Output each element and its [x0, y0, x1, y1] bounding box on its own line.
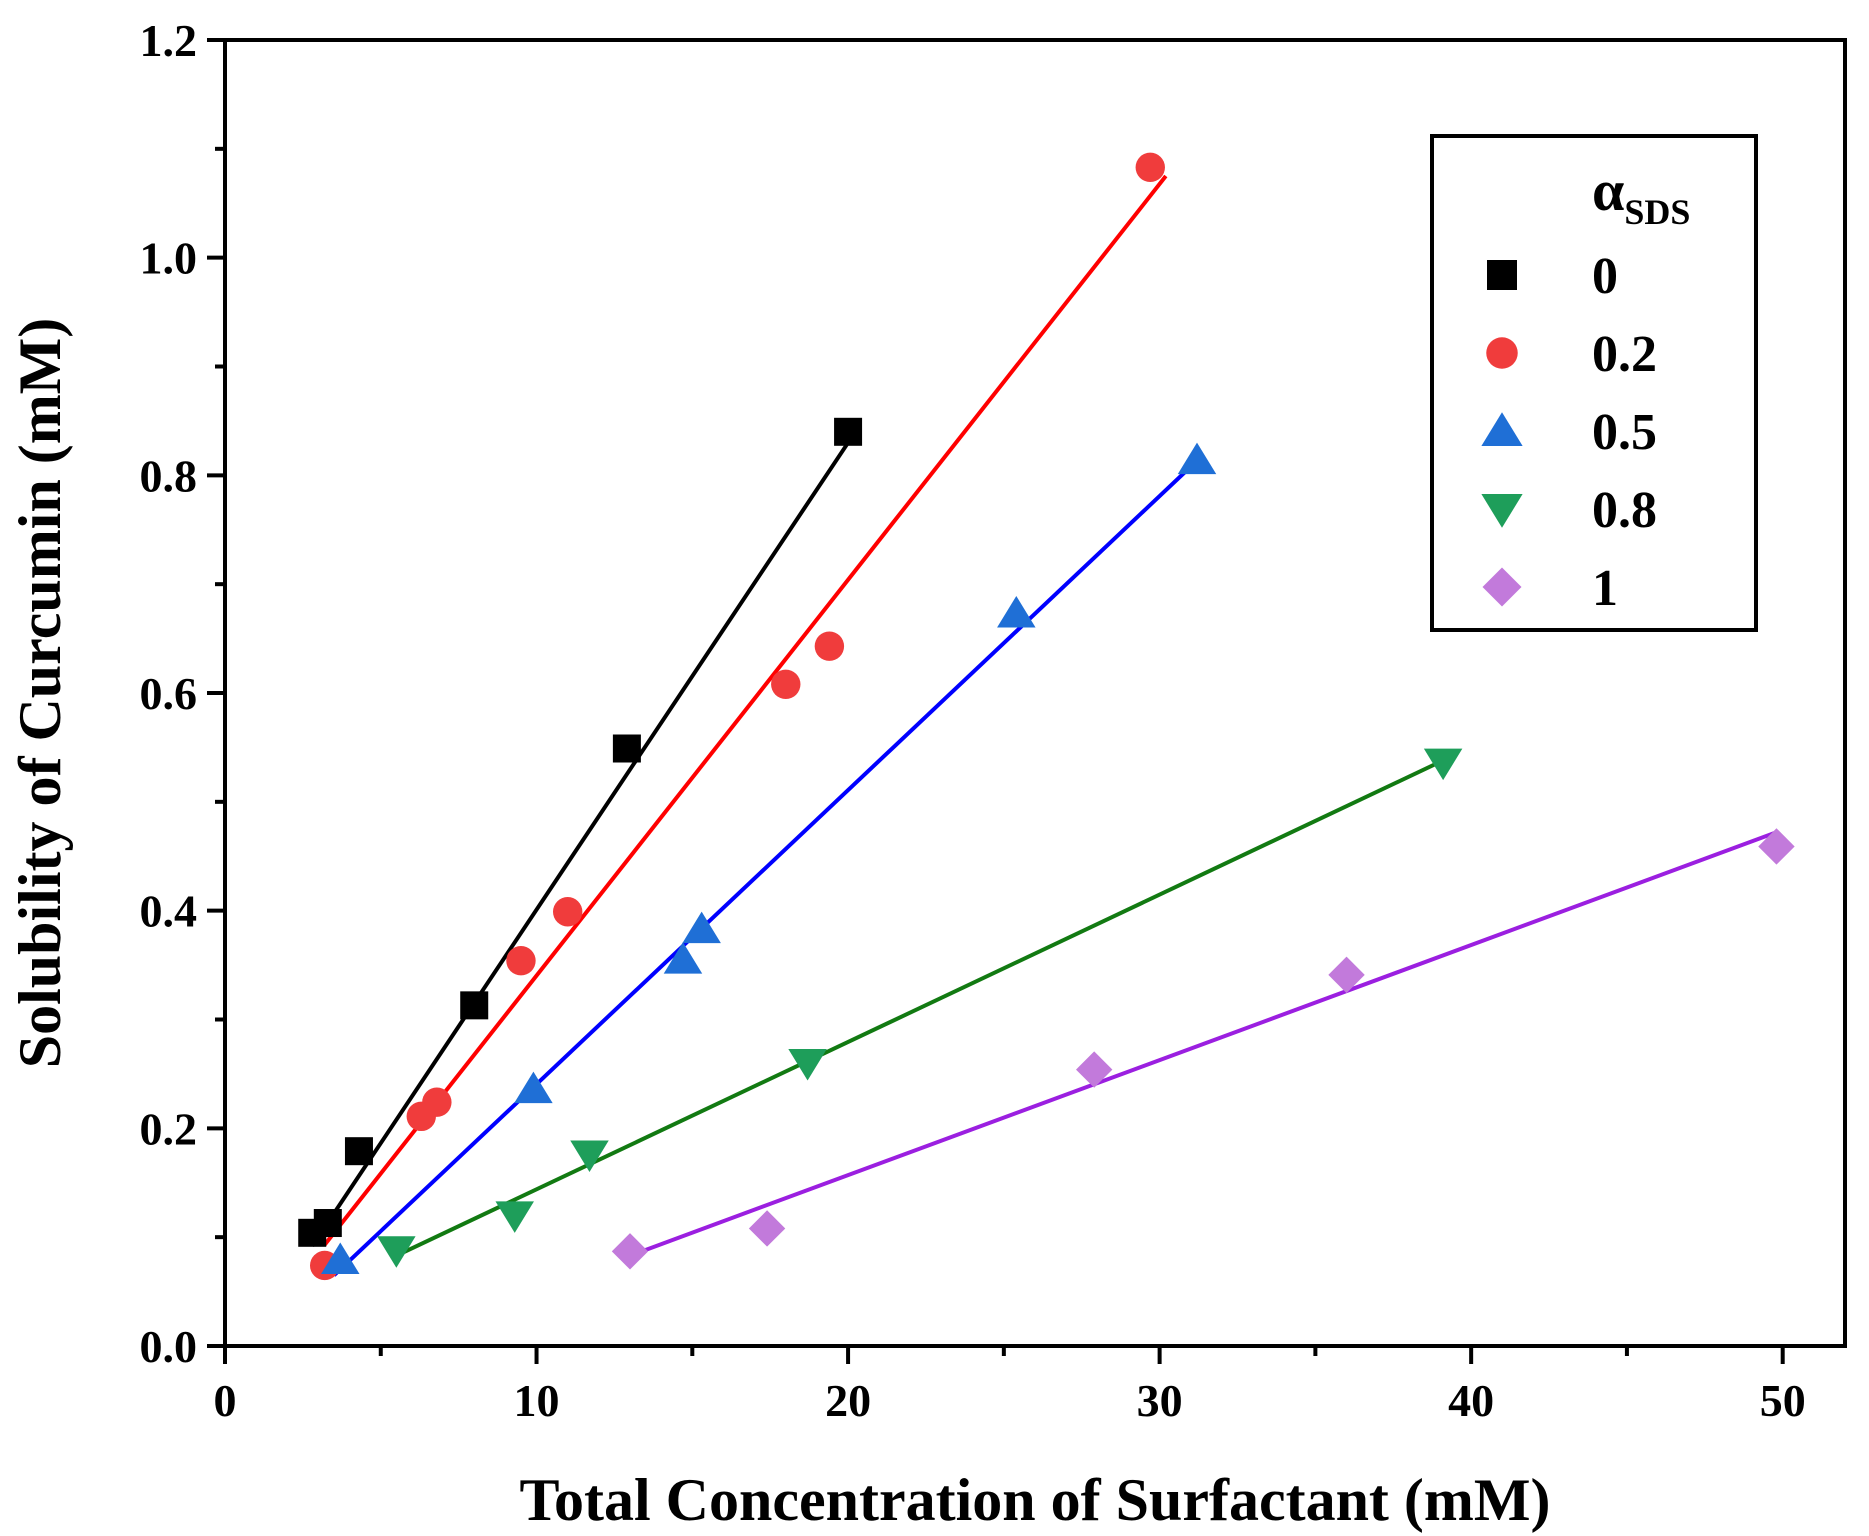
legend-title: αSDS — [1592, 158, 1690, 232]
data-point-1 — [1075, 1051, 1113, 1088]
y-tick-label: 0.6 — [140, 668, 198, 719]
legend-title-alpha: α — [1592, 158, 1624, 223]
y-tick-label: 1.0 — [140, 233, 198, 284]
data-point-0-8 — [377, 1236, 416, 1268]
x-tick-label: 40 — [1448, 1375, 1494, 1426]
legend-items: 0 0.2 0.5 0.8 1 — [1481, 248, 1657, 617]
legend-title-sub: SDS — [1624, 192, 1690, 232]
data-point-0 — [344, 1137, 373, 1166]
data-point-0-2 — [422, 1087, 452, 1117]
fit-line-1 — [629, 830, 1778, 1258]
legend-box — [1430, 134, 1758, 632]
legend: αSDS 0 0.2 0.5 0.8 1 — [1430, 134, 1758, 632]
y-tick-label: 0.8 — [140, 450, 198, 501]
legend-label-0: 0 — [1592, 248, 1618, 305]
fit-line-0-2 — [323, 174, 1168, 1247]
data-point-0-8 — [788, 1049, 827, 1081]
fit-lines — [310, 174, 1778, 1277]
data-point-0 — [313, 1209, 342, 1238]
y-tick-label: 0.0 — [140, 1321, 198, 1372]
data-point-0 — [612, 734, 641, 763]
data-point-0-2 — [506, 946, 536, 976]
data-point-0-8 — [495, 1201, 534, 1233]
data-point-0 — [460, 991, 489, 1020]
legend-marker-0 — [1487, 260, 1517, 290]
data-point-0 — [834, 417, 863, 446]
data-point-0-2 — [1135, 152, 1165, 183]
x-tick-label: 0 — [214, 1375, 237, 1426]
legend-label-0-5: 0.5 — [1592, 404, 1657, 461]
axis-ticks: 0 10 20 30 40 500.00.20.40.60.81.01.2 — [140, 15, 1806, 1426]
data-point-0-5 — [663, 942, 703, 974]
data-point-0-8 — [1423, 748, 1463, 781]
x-tick-label: 10 — [514, 1375, 560, 1426]
legend-marker-0-8 — [1481, 494, 1523, 528]
data-point-1 — [1328, 956, 1365, 994]
y-tick-label: 0.4 — [140, 886, 198, 937]
x-tick-label: 20 — [825, 1375, 871, 1426]
y-axis-title: Solubility of Curcumin (mM) — [7, 318, 73, 1069]
legend-marker-0-5 — [1481, 412, 1523, 446]
legend-label-0-8: 0.8 — [1592, 482, 1657, 539]
legend-label-1: 1 — [1592, 560, 1618, 617]
data-point-0-8 — [570, 1140, 609, 1172]
fit-line-0-8 — [395, 758, 1444, 1258]
data-point-0-5 — [1177, 442, 1217, 475]
data-point-0-2 — [814, 631, 845, 661]
x-axis-title: Total Concentration of Surfactant (mM) — [520, 1467, 1551, 1533]
y-tick-label: 0.2 — [140, 1103, 198, 1154]
x-tick-label: 30 — [1137, 1375, 1183, 1426]
legend-marker-0-2 — [1486, 337, 1518, 369]
data-point-0-5 — [997, 596, 1036, 628]
x-tick-label: 50 — [1760, 1375, 1806, 1426]
data-point-0-5 — [682, 911, 721, 944]
data-point-1 — [611, 1233, 649, 1270]
data-point-0-2 — [552, 897, 583, 927]
fit-line-0-5 — [332, 465, 1193, 1277]
data-point-0-5 — [514, 1071, 553, 1104]
data-point-0-2 — [771, 669, 801, 699]
data-point-0-5 — [321, 1242, 360, 1275]
fit-line-0 — [310, 441, 850, 1247]
legend-marker-1 — [1482, 567, 1522, 607]
data-point-1 — [748, 1210, 786, 1247]
legend-label-0-2: 0.2 — [1592, 326, 1657, 383]
data-points — [298, 152, 1795, 1281]
data-point-1 — [1758, 828, 1795, 865]
y-tick-label: 1.2 — [140, 15, 198, 66]
